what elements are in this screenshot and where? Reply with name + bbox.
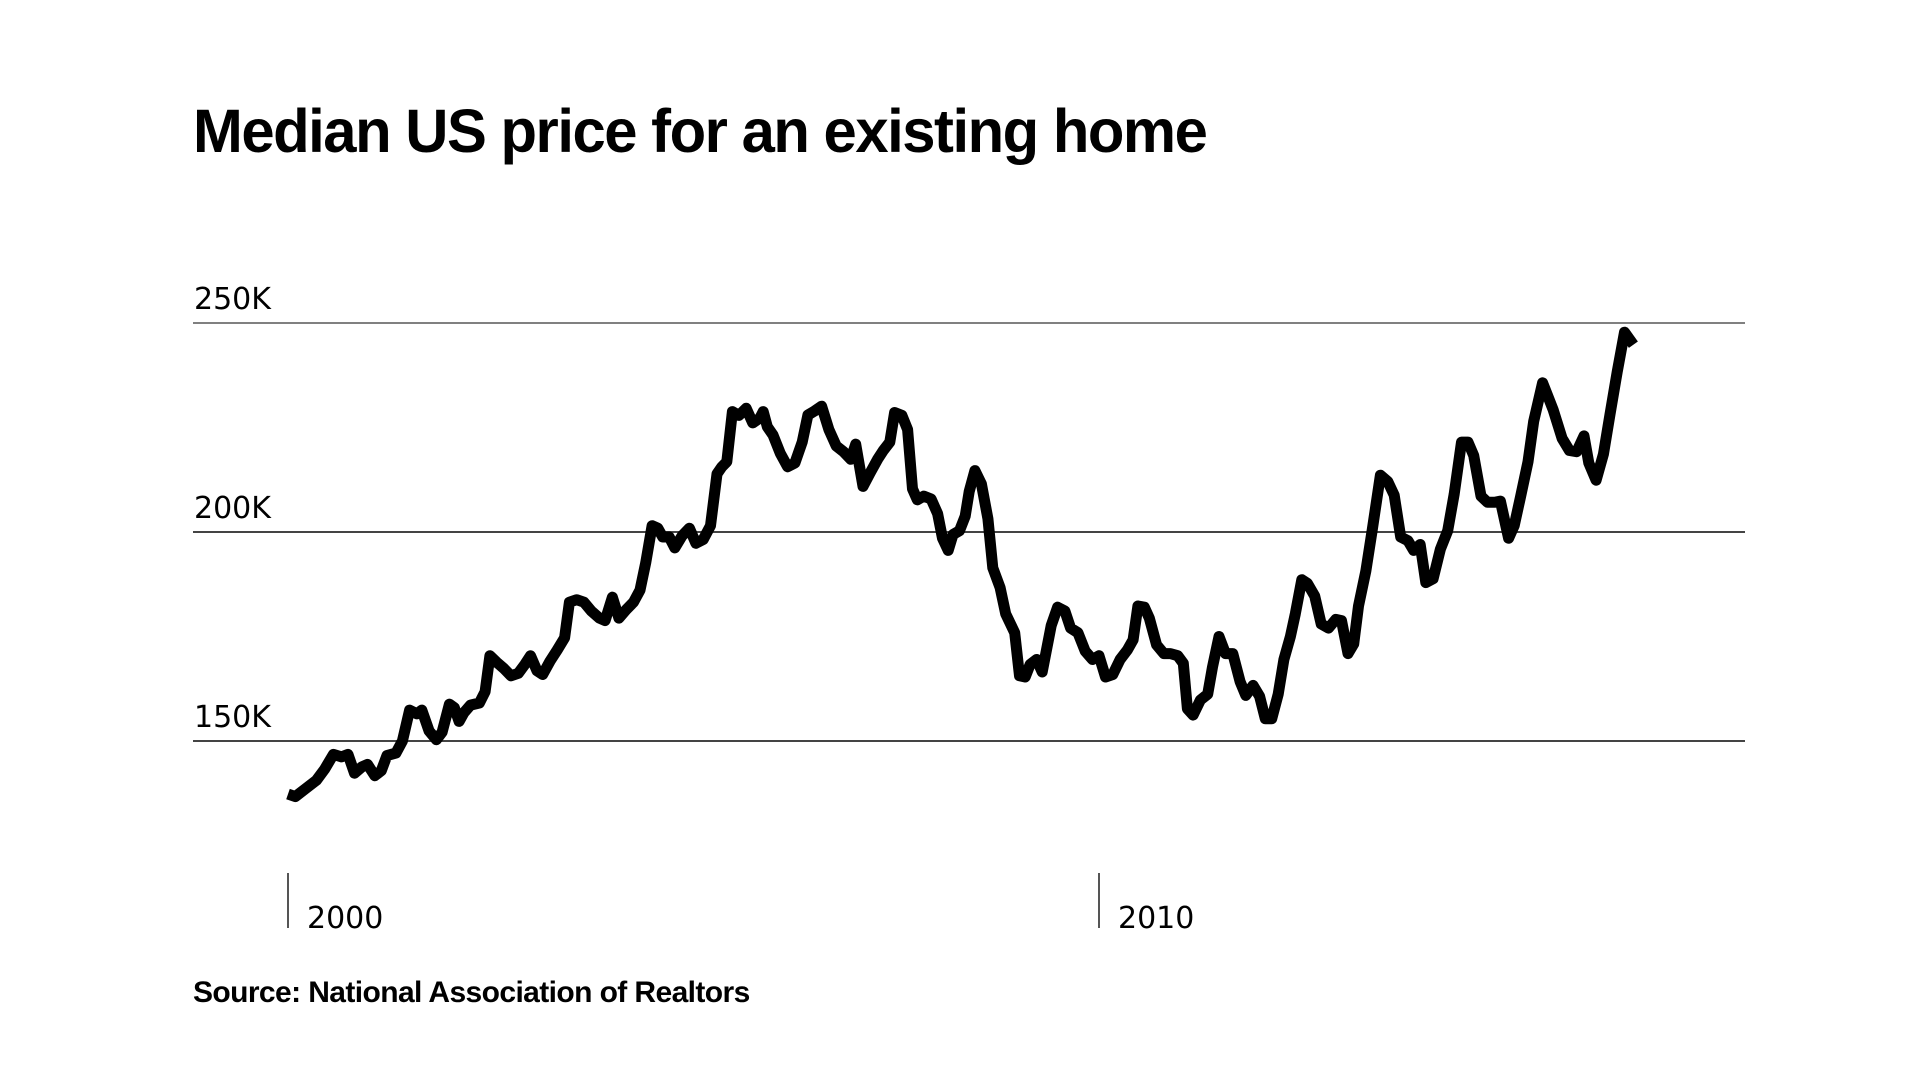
y-axis-labels: 250K 200K 150K	[194, 282, 272, 735]
x-axis: 2000 2010	[287, 873, 1194, 936]
x-tick-label: 2010	[1118, 901, 1194, 936]
y-tick-label: 200K	[194, 491, 272, 526]
series-line-median-price	[286, 326, 1638, 803]
gridlines	[193, 322, 1745, 742]
series-layer	[286, 326, 1638, 803]
chart-title: Median US price for an existing home	[193, 97, 1208, 165]
y-tick-label: 250K	[194, 282, 272, 317]
y-tick-label: 150K	[194, 700, 272, 735]
source-note: Source: National Association of Realtors	[193, 976, 750, 1009]
x-tick-label: 2000	[307, 901, 383, 936]
